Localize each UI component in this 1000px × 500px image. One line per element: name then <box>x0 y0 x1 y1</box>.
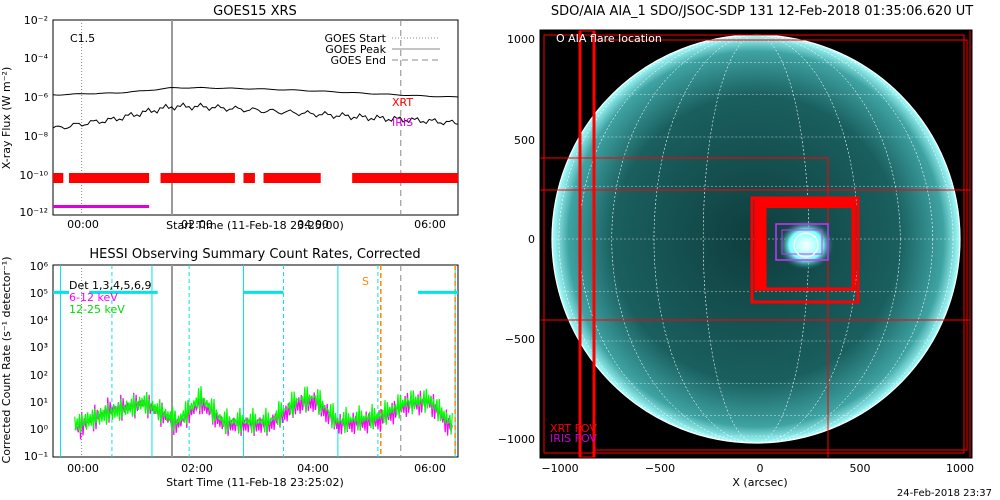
iris-fov-label: IRIS FOV <box>550 432 597 445</box>
xrt-coverage-bar-0 <box>53 173 64 183</box>
goes-panel: GOES15 XRS C1.5 GOES Start GOES Peak GOE… <box>0 4 459 232</box>
hessi-xtick-2: 04:00 <box>297 462 329 475</box>
goes-ytick-1: 10⁻⁴ <box>24 52 49 65</box>
goes-xrt-label: XRT <box>392 96 413 109</box>
hessi-xtick-0: 00:00 <box>67 462 99 475</box>
flare-region <box>778 220 834 270</box>
aia-xtick-2: 0 <box>757 462 764 475</box>
goes-ytick-0: 10⁻² <box>24 14 48 27</box>
goes-frame <box>52 19 459 216</box>
aia-ytick-0: 1000 <box>507 33 535 46</box>
xrt-fov-large-1 <box>543 34 965 454</box>
hessi-xlabel: Start Time (11-Feb-18 23:25:02) <box>166 476 344 489</box>
legend-goes-end: GOES End <box>330 54 386 67</box>
legend-det: Det 1,3,4,5,6,9 <box>69 279 152 292</box>
xrt-fov-large-3 <box>540 157 829 458</box>
hessi-ytick-2: 10⁴ <box>30 314 49 327</box>
hessi-frame <box>52 264 459 458</box>
aia-xtick-0: −1000 <box>541 462 578 475</box>
goes-xtick-2: 04:00 <box>297 218 329 231</box>
iris-coverage-bar-0 <box>53 205 150 208</box>
hessi-xtick-3: 06:00 <box>414 462 446 475</box>
aia-ytick-2: 0 <box>528 233 535 246</box>
xrt-fov-band <box>578 30 596 458</box>
legend-6-12: 6-12 keV <box>69 291 118 304</box>
xrt-fov-large-4 <box>540 189 971 321</box>
xrt-fov-small-outline <box>750 196 860 304</box>
hessi-ytick-1: 10⁵ <box>30 287 48 300</box>
goes-iris-label: IRIS <box>392 116 413 129</box>
xrt-coverage-bar-4 <box>263 173 321 183</box>
hessi-legend: Det 1,3,4,5,6,9 6-12 keV 12-25 keV <box>69 279 152 316</box>
xrt-fov-small-9 <box>765 206 854 289</box>
goes-title: GOES15 XRS <box>213 4 297 19</box>
hessi-plot-area <box>53 265 458 457</box>
aia-flare-location-label: O AIA flare location <box>556 32 662 45</box>
aia-xtick-1: −500 <box>645 462 675 475</box>
xrt-coverage-bar-2 <box>160 173 235 183</box>
hessi-title: HESSI Observing Summary Count Rates, Cor… <box>89 247 420 262</box>
goes-xlabel: Start Time (11-Feb-18 23:25:00) <box>166 219 344 232</box>
goes-flux-curve-0 <box>52 86 459 98</box>
legend-12-25: 12-25 keV <box>69 303 125 316</box>
hessi-series-1 <box>74 386 453 435</box>
iris-fov-box-inner <box>781 229 823 255</box>
legend-goes-start: GOES Start <box>325 32 387 45</box>
iris-fov-box <box>775 223 829 261</box>
goes-class-label: C1.5 <box>70 32 95 45</box>
aia-ytick-4: −1000 <box>498 433 535 446</box>
aia-title: SDO/AIA AIA_1 SDO/JSOC-SDP 131 12-Feb-20… <box>551 4 973 19</box>
goes-xtick-1: 02:00 <box>181 218 213 231</box>
hessi-panel: HESSI Observing Summary Count Rates, Cor… <box>0 247 459 489</box>
hessi-saa-label: S <box>362 275 369 288</box>
aia-ytick-1: 500 <box>514 134 535 147</box>
goes-legend: GOES Start GOES Peak GOES End <box>325 32 440 67</box>
goes-ytick-3: 10⁻⁸ <box>24 130 49 143</box>
legend-goes-peak: GOES Peak <box>325 43 386 56</box>
hessi-xticks: 00:00 02:00 04:00 06:00 <box>67 462 446 475</box>
goes-flux-curve-1 <box>52 102 459 130</box>
xrt-fov-label: XRT FOV <box>550 422 597 435</box>
hessi-ytick-7: 10⁻¹ <box>24 450 48 463</box>
goes-plot-area <box>52 20 459 215</box>
hessi-xtick-1: 02:00 <box>181 462 213 475</box>
hessi-ytick-6: 10⁰ <box>30 423 49 436</box>
date-stamp: 24-Feb-2018 23:37 <box>897 488 992 499</box>
hessi-ylabel: Corrected Count Rate (s⁻¹ detector⁻¹) <box>0 257 13 464</box>
xrt-coverage-bar-3 <box>243 173 255 183</box>
goes-yticks: 10⁻² 10⁻⁴ 10⁻⁶ 10⁻⁸ 10⁻¹⁰ 10⁻¹² <box>19 14 48 219</box>
hessi-ytick-4: 10² <box>30 369 48 382</box>
aia-xlabel: X (arcsec) <box>732 476 787 489</box>
hessi-ytick-0: 10⁶ <box>30 260 49 273</box>
goes-xticks: 00:00 02:00 04:00 06:00 <box>67 218 446 231</box>
aia-yticks: 1000 500 0 −500 −1000 <box>498 33 535 446</box>
aia-frame <box>539 29 973 459</box>
goes-xtick-3: 06:00 <box>414 218 446 231</box>
longitude-line <box>611 34 901 444</box>
hessi-ytick-5: 10¹ <box>30 396 48 409</box>
xrt-coverage-bar-5 <box>352 173 458 183</box>
flare-location-marker <box>793 232 819 258</box>
goes-ylabel: X-ray Flux (W m⁻²) <box>0 67 13 169</box>
aia-xticks: −1000 −500 0 500 1000 <box>541 462 974 475</box>
aia-panel: SDO/AIA AIA_1 SDO/JSOC-SDP 131 12-Feb-20… <box>498 4 992 499</box>
fov-boxes <box>540 30 971 458</box>
goes-ytick-4: 10⁻¹⁰ <box>19 169 48 182</box>
hessi-yticks: 10⁶ 10⁵ 10⁴ 10³ 10² 10¹ 10⁰ 10⁻¹ <box>24 260 49 463</box>
aia-ytick-3: −500 <box>505 333 535 346</box>
goes-ytick-5: 10⁻¹² <box>19 206 48 219</box>
hessi-ytick-3: 10³ <box>30 341 48 354</box>
xrt-coverage-bar-1 <box>69 173 150 183</box>
goes-xtick-0: 00:00 <box>67 218 99 231</box>
aia-xtick-3: 500 <box>850 462 871 475</box>
aia-xtick-4: 1000 <box>946 462 974 475</box>
goes-ytick-2: 10⁻⁶ <box>24 91 49 104</box>
